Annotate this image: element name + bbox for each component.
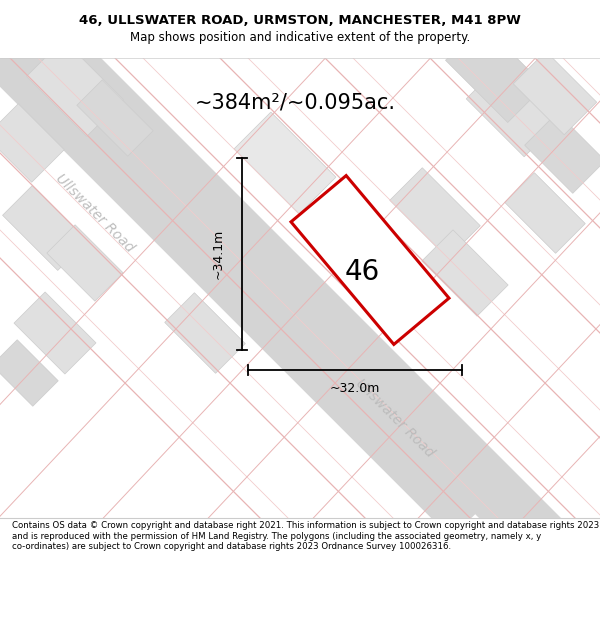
Polygon shape [0, 104, 64, 182]
Polygon shape [390, 168, 480, 258]
Text: Ullswater Road: Ullswater Road [53, 171, 137, 255]
Polygon shape [291, 176, 449, 344]
Text: 46: 46 [344, 258, 380, 286]
Polygon shape [446, 24, 544, 122]
Polygon shape [14, 292, 96, 374]
Polygon shape [77, 80, 153, 156]
Polygon shape [47, 225, 123, 301]
Text: Contains OS data © Crown copyright and database right 2021. This information is : Contains OS data © Crown copyright and d… [12, 521, 599, 551]
Polygon shape [26, 39, 124, 136]
Polygon shape [422, 230, 508, 316]
Polygon shape [234, 112, 336, 214]
Polygon shape [0, 340, 58, 406]
Polygon shape [505, 173, 586, 253]
Text: ~34.1m: ~34.1m [212, 229, 224, 279]
Text: Ullswater Road: Ullswater Road [353, 376, 437, 460]
Text: ~384m²/~0.095ac.: ~384m²/~0.095ac. [194, 93, 395, 113]
Text: ~32.0m: ~32.0m [330, 381, 380, 394]
Polygon shape [51, 49, 600, 625]
Polygon shape [466, 59, 564, 157]
Polygon shape [2, 186, 88, 271]
Text: 46, ULLSWATER ROAD, URMSTON, MANCHESTER, M41 8PW: 46, ULLSWATER ROAD, URMSTON, MANCHESTER,… [79, 14, 521, 28]
Polygon shape [164, 292, 245, 373]
Polygon shape [524, 112, 600, 193]
Text: Map shows position and indicative extent of the property.: Map shows position and indicative extent… [130, 31, 470, 44]
Polygon shape [513, 51, 597, 135]
Polygon shape [0, 0, 495, 538]
